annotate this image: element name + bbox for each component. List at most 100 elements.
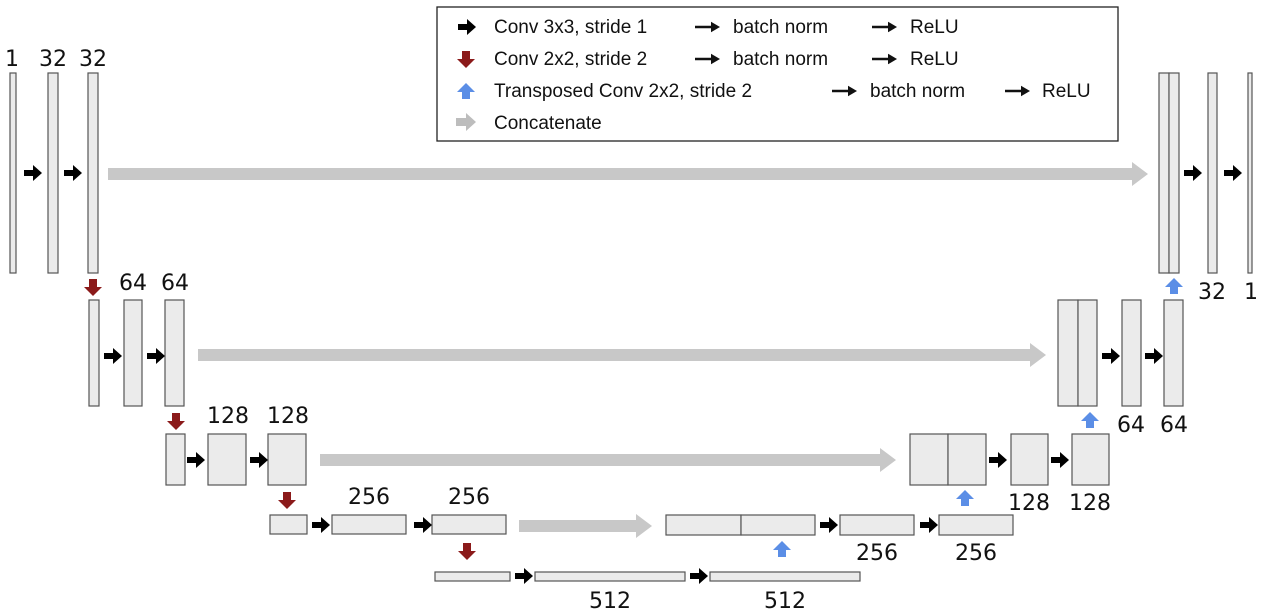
conv-arrow-icon bbox=[820, 517, 838, 533]
legend-inline-arrow-icon bbox=[695, 53, 720, 65]
fm-bottleneck-conv1 bbox=[534, 571, 686, 582]
legend-item-conv2x2-batchnorm: batch norm bbox=[733, 49, 828, 70]
fm-dec2-up bbox=[1077, 299, 1098, 407]
fm-enc3-conv2 bbox=[267, 433, 307, 486]
legend-item-transposed-relu: ReLU bbox=[1042, 81, 1091, 102]
legend-up-arrow-icon bbox=[457, 83, 475, 99]
conv-arrow-icon bbox=[104, 348, 122, 364]
fm-dec3-conv2 bbox=[1071, 433, 1110, 486]
feature-map-boxes bbox=[9, 72, 1253, 582]
conv-arrow-icon bbox=[690, 568, 708, 584]
label-bottleneck-conv1: 512 bbox=[589, 589, 631, 614]
fm-enc3-down bbox=[165, 433, 186, 486]
fm-dec1-skip bbox=[1158, 72, 1170, 274]
fm-dec3-conv1 bbox=[1010, 433, 1049, 486]
label-enc2-conv1: 64 bbox=[119, 271, 147, 296]
label-dec3-conv2: 128 bbox=[1069, 491, 1111, 516]
legend-item-conv2x2-text: Conv 2x2, stride 2 bbox=[494, 49, 647, 70]
fm-dec4-conv1 bbox=[839, 514, 915, 536]
conv-arrow-icon bbox=[1224, 165, 1242, 181]
label-enc4-conv2: 256 bbox=[448, 485, 490, 510]
legend-icons bbox=[456, 19, 1030, 131]
conv-arrow-icon bbox=[515, 568, 533, 584]
label-dec1-conv1: 32 bbox=[1198, 280, 1226, 305]
conv-arrow-icon bbox=[64, 165, 82, 181]
fm-enc4-conv2 bbox=[431, 514, 507, 535]
downsample-arrow-icon bbox=[167, 413, 185, 430]
downsample-arrow-icon bbox=[278, 492, 296, 509]
legend-item-concatenate-text: Concatenate bbox=[494, 113, 602, 134]
conv-arrow-icon bbox=[1102, 348, 1120, 364]
legend-inline-arrow-icon bbox=[1005, 85, 1030, 97]
fm-dec1-conv1 bbox=[1207, 72, 1218, 274]
fm-enc3-conv1 bbox=[207, 433, 247, 486]
upsample-arrow-icon bbox=[773, 541, 791, 557]
label-enc4-conv1: 256 bbox=[348, 485, 390, 510]
downsample-arrow-icon bbox=[84, 279, 102, 296]
legend-item-conv3x3-text: Conv 3x3, stride 1 bbox=[494, 17, 647, 38]
conv-arrow-icon bbox=[989, 452, 1007, 468]
fm-dec2-conv1 bbox=[1121, 299, 1142, 407]
legend-item-conv3x3-batchnorm: batch norm bbox=[733, 17, 828, 38]
legend-frame bbox=[436, 6, 1119, 142]
fm-dec1-output bbox=[1247, 72, 1253, 274]
fm-enc2-down bbox=[88, 299, 100, 407]
label-enc2-conv2: 64 bbox=[161, 271, 189, 296]
fm-dec4-skip bbox=[665, 514, 742, 536]
fm-dec4-up bbox=[740, 514, 816, 536]
fm-bottleneck-down bbox=[434, 571, 511, 582]
label-enc3-conv1: 128 bbox=[207, 404, 249, 429]
legend-conv-arrow-icon bbox=[458, 19, 476, 35]
fm-enc1-input bbox=[9, 72, 17, 274]
conv-arrow-icon bbox=[414, 517, 432, 533]
legend-down-arrow-icon bbox=[457, 51, 475, 68]
label-dec4-conv1: 256 bbox=[856, 541, 898, 566]
legend-item-conv3x3-relu: ReLU bbox=[910, 17, 959, 38]
upsample-arrow-icon bbox=[1165, 278, 1183, 294]
legend-concat-arrow-icon bbox=[456, 113, 476, 131]
fm-dec1-up bbox=[1168, 72, 1180, 274]
channel-labels: 1 32 32 64 64 128 128 256 256 512 512 25… bbox=[5, 47, 1258, 614]
label-enc1-conv1: 32 bbox=[39, 47, 67, 72]
fm-enc1-conv1 bbox=[47, 72, 59, 274]
skip-concat-arrow-icon bbox=[519, 514, 652, 538]
conv-arrow-icon bbox=[1184, 165, 1202, 181]
downsample-arrow-icon bbox=[458, 543, 476, 560]
fm-enc1-conv2 bbox=[87, 72, 99, 274]
label-dec3-conv1: 128 bbox=[1008, 491, 1050, 516]
fm-dec3-up bbox=[947, 433, 987, 486]
conv-arrow-icon bbox=[250, 452, 268, 468]
upsample-arrow-icon bbox=[956, 490, 974, 506]
label-dec4-conv2: 256 bbox=[955, 541, 997, 566]
conv-arrow-icon bbox=[1051, 452, 1069, 468]
skip-concat-arrow-icon bbox=[320, 448, 896, 472]
label-enc1-conv2: 32 bbox=[79, 47, 107, 72]
legend-inline-arrow-icon bbox=[832, 85, 857, 97]
conv-arrow-icon bbox=[312, 517, 330, 533]
skip-concat-arrow-icon bbox=[198, 343, 1046, 367]
fm-enc2-conv1 bbox=[123, 299, 143, 407]
conv-arrow-icon bbox=[1145, 348, 1163, 364]
legend-inline-arrow-icon bbox=[872, 53, 897, 65]
legend-item-transposed-text: Transposed Conv 2x2, stride 2 bbox=[494, 81, 752, 102]
skip-concat-arrow-icon bbox=[108, 162, 1148, 186]
fm-dec2-conv2 bbox=[1163, 299, 1184, 407]
legend-item-conv2x2-relu: ReLU bbox=[910, 49, 959, 70]
fm-dec3-skip bbox=[909, 433, 949, 486]
conv-arrow-icon bbox=[24, 165, 42, 181]
fm-enc4-conv1 bbox=[331, 514, 407, 535]
fm-dec4-conv2 bbox=[938, 514, 1014, 536]
conv-arrow-icon bbox=[147, 348, 165, 364]
arrows-layer bbox=[24, 162, 1242, 584]
legend: Conv 3x3, stride 1 batch norm ReLU Conv … bbox=[436, 6, 1119, 142]
label-enc1-input: 1 bbox=[5, 47, 19, 72]
upsample-arrow-icon bbox=[1081, 412, 1099, 428]
fm-enc2-conv2 bbox=[164, 299, 185, 407]
label-enc3-conv2: 128 bbox=[267, 404, 309, 429]
legend-inline-arrow-icon bbox=[695, 21, 720, 33]
fm-enc4-down bbox=[269, 514, 308, 535]
label-dec2-conv2: 64 bbox=[1160, 413, 1188, 438]
label-dec1-output: 1 bbox=[1244, 280, 1258, 305]
label-bottleneck-conv2: 512 bbox=[764, 589, 806, 614]
fm-dec2-skip bbox=[1057, 299, 1079, 407]
